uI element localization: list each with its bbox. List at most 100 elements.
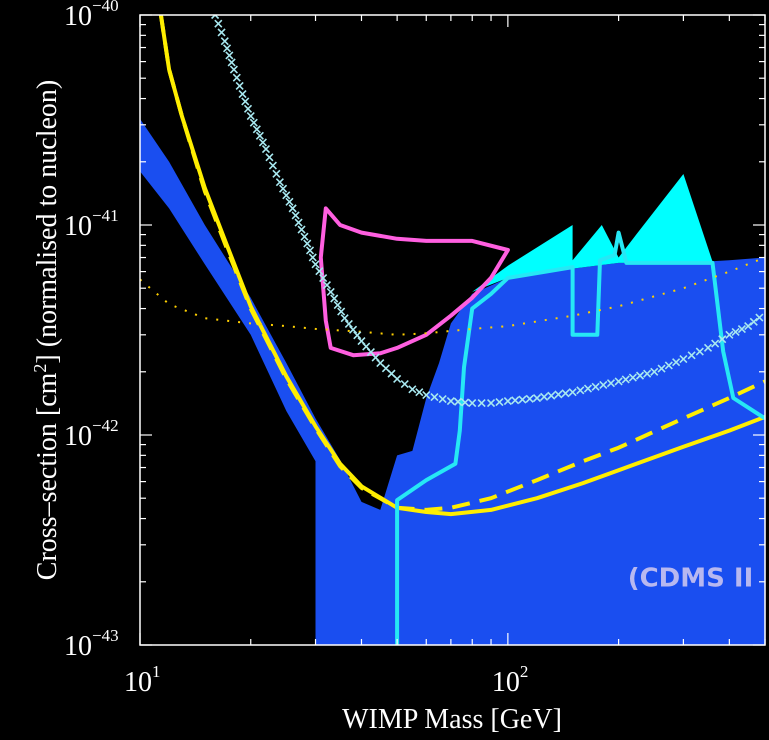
cross-marker	[265, 153, 274, 162]
y-tick-label: 10−40	[64, 0, 119, 32]
cross-marker	[400, 380, 409, 389]
cross-marker	[288, 204, 297, 213]
cross-marker	[453, 397, 463, 406]
cross-marker	[511, 396, 520, 405]
cross-marker	[583, 384, 593, 393]
cross-marker	[315, 267, 324, 276]
cross-marker	[235, 81, 244, 90]
cross-marker	[635, 371, 645, 380]
series-0-area	[140, 118, 765, 645]
y-tick-label: 10−43	[64, 626, 119, 662]
cross-marker	[561, 389, 570, 398]
cross-marker	[628, 373, 637, 382]
cross-marker	[744, 322, 753, 331]
cross-marker	[532, 393, 542, 403]
cross-marker	[232, 73, 241, 82]
cross-marker	[278, 184, 288, 193]
axes-layer: 10−43 10−42 10−41 10−40 101 102	[64, 0, 766, 698]
cross-marker	[311, 260, 320, 269]
cross-marker	[308, 253, 317, 262]
cross-marker	[337, 307, 346, 316]
cross-marker	[220, 37, 229, 46]
cross-marker	[241, 97, 250, 106]
series-3-line	[158, 15, 765, 512]
cross-marker	[249, 118, 258, 127]
cross-marker	[238, 90, 247, 99]
plot-frame	[139, 14, 766, 646]
x-tick-label: 101	[124, 662, 161, 698]
x-tick-label: 102	[492, 662, 529, 698]
cross-marker	[291, 211, 300, 220]
cross-marker	[568, 388, 577, 397]
annotation-0: (CDMS II 2004)	[628, 563, 769, 593]
cross-marker	[415, 388, 424, 397]
cross-marker	[222, 44, 232, 53]
cross-marker	[340, 314, 349, 323]
cross-marker	[446, 397, 455, 406]
cross-marker	[252, 125, 261, 134]
cross-marker	[322, 280, 332, 290]
y-axis-label: Cross–section [cm2] (normalised to nucle…	[30, 80, 63, 580]
cross-marker	[246, 112, 255, 121]
cross-marker	[731, 327, 740, 336]
cross-marker	[408, 385, 417, 394]
cross-marker	[422, 390, 431, 400]
cross-marker	[344, 319, 353, 328]
cross-marker	[393, 374, 402, 383]
cross-marker	[679, 354, 688, 364]
series-4-line	[318, 206, 510, 358]
cross-marker	[643, 369, 652, 378]
cross-marker	[326, 287, 335, 297]
cross-marker	[305, 246, 315, 255]
cross-marker	[554, 390, 563, 399]
cross-marker	[353, 331, 362, 340]
cross-marker	[294, 218, 303, 227]
series-layer: (CDMS II 2004)	[140, 15, 769, 645]
cross-marker	[711, 339, 720, 348]
cross-marker	[540, 392, 549, 401]
cross-marker	[229, 65, 238, 74]
cross-marker	[718, 335, 727, 344]
cross-marker	[495, 398, 504, 407]
cross-marker	[300, 232, 309, 241]
series-6-dotted	[140, 256, 765, 336]
cross-marker	[285, 197, 294, 206]
cross-marker	[255, 131, 264, 140]
cross-marker	[547, 391, 556, 400]
cross-marker	[272, 169, 281, 178]
cross-marker	[261, 144, 271, 154]
cross-marker	[591, 382, 600, 391]
cross-marker	[599, 380, 608, 390]
cross-marker	[297, 225, 306, 234]
cross-marker	[486, 398, 496, 408]
y-tick-label: 10−41	[64, 206, 119, 242]
cross-marker	[725, 330, 734, 339]
cross-marker	[518, 395, 527, 404]
cross-marker	[438, 395, 447, 404]
cross-marker	[217, 28, 226, 37]
cross-marker	[525, 394, 534, 403]
cross-marker	[576, 386, 585, 395]
cross-marker	[258, 138, 267, 147]
cross-marker	[737, 324, 746, 334]
cross-marker	[477, 398, 486, 408]
cross-marker	[225, 51, 234, 60]
cross-marker	[319, 274, 328, 283]
series-5-line	[395, 230, 765, 645]
cross-marker	[303, 239, 312, 248]
cross-marker	[606, 379, 616, 388]
cross-marker	[672, 358, 681, 367]
cross-marker	[657, 364, 666, 373]
cross-marker	[214, 19, 223, 28]
series-7-crosses	[211, 15, 764, 408]
cross-marker	[227, 58, 236, 67]
cross-marker	[461, 398, 470, 407]
cross-marker	[282, 191, 291, 200]
cross-marker	[503, 397, 512, 406]
cross-marker	[695, 347, 704, 356]
cross-marker	[621, 375, 630, 384]
cross-marker	[749, 317, 758, 326]
cross-marker	[211, 15, 220, 20]
